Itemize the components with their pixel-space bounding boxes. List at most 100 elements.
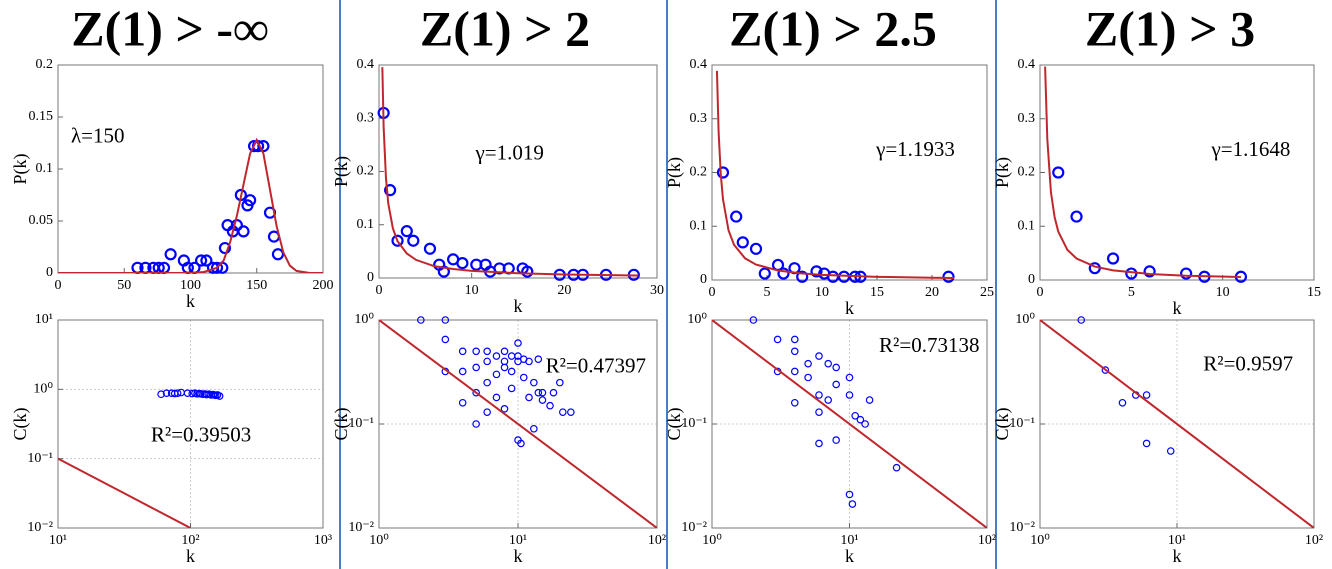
axes-box (378, 319, 658, 529)
data-point (483, 357, 491, 366)
x-tick-label: 0 (1037, 285, 1044, 300)
column-title: Z(1) > -∞ (71, 0, 268, 56)
data-point (519, 373, 528, 382)
data-point (824, 359, 833, 368)
data-point (472, 388, 480, 397)
data-point (790, 367, 799, 376)
x-axis-label: k (1173, 298, 1182, 318)
data-point (1077, 316, 1086, 324)
y-tick-label: 0.1 (690, 218, 708, 233)
y-axis-label: P(k) (992, 157, 1013, 188)
y-tick-label: 0.05 (29, 213, 54, 228)
data-point (804, 373, 812, 382)
data-point (514, 352, 522, 360)
x-tick-label: 100 (180, 278, 201, 293)
data-point (218, 241, 232, 255)
column-title: Z(1) > 2 (420, 0, 590, 56)
data-point (749, 242, 763, 255)
data-point (804, 359, 812, 368)
y-axis-label: C(k) (331, 408, 352, 441)
data-point (538, 388, 547, 397)
y-tick-label: 10⁻² (27, 520, 53, 535)
data-point (400, 225, 413, 238)
data-point (492, 352, 501, 360)
x-tick-label: 5 (1128, 285, 1135, 300)
data-point (525, 393, 533, 402)
data-point (472, 420, 480, 428)
column-title: Z(1) > 2.5 (729, 0, 937, 56)
x-tick-label: 10¹ (1168, 533, 1186, 548)
data-point (530, 378, 538, 387)
x-tick-label: 10 (1216, 285, 1230, 300)
y-tick-label: 0.1 (357, 217, 375, 232)
data-point (730, 210, 743, 223)
y-tick-label: 0.2 (357, 164, 375, 179)
x-tick-label: 200 (313, 278, 334, 293)
data-point (1118, 398, 1127, 407)
data-point (472, 347, 480, 356)
data-point (865, 396, 874, 404)
data-point (483, 347, 491, 356)
y-axis-label: C(k) (664, 408, 685, 441)
data-point (210, 261, 224, 274)
x-axis-label: k (514, 546, 523, 566)
x-tick-label: 10² (648, 533, 666, 548)
data-point (441, 316, 450, 324)
x-tick-label: 0 (709, 285, 716, 300)
fit-line (1040, 320, 1314, 528)
y-tick-label: 10⁻¹ (681, 416, 707, 431)
x-axis-label: k (845, 546, 854, 566)
data-point (458, 367, 467, 376)
axes-box (711, 64, 988, 281)
y-tick-label: 0 (1028, 272, 1035, 287)
axes-box (378, 64, 658, 279)
y-tick-label: 0.2 (690, 165, 708, 180)
y-tick-label: 10⁻² (348, 520, 374, 535)
data-point (558, 408, 567, 416)
annotation: R²=0.39503 (151, 422, 251, 446)
data-point (183, 389, 192, 397)
fit-line (1044, 66, 1241, 279)
y-tick-label: 0 (367, 270, 374, 285)
data-point (200, 254, 213, 267)
data-point (845, 373, 854, 382)
x-axis-label: k (845, 298, 854, 318)
y-tick-label: 10⁻¹ (348, 416, 374, 431)
data-point (856, 415, 865, 424)
y-tick-label: 10⁻¹ (1009, 416, 1035, 431)
x-axis-label: k (186, 546, 195, 566)
y-tick-label: 0 (700, 272, 707, 287)
data-point (790, 335, 799, 344)
x-tick-label: 10² (978, 533, 996, 548)
data-point (157, 390, 165, 399)
axes-box (1039, 319, 1315, 529)
fit-line (58, 137, 323, 273)
data-point (892, 463, 901, 472)
data-point (538, 396, 547, 404)
data-point (1106, 252, 1120, 265)
data-point (845, 490, 854, 499)
data-point (534, 355, 543, 363)
data-point (500, 347, 509, 356)
x-tick-label: 50 (117, 278, 131, 293)
data-point (773, 335, 782, 344)
data-point (517, 439, 525, 448)
x-tick-label: 20 (557, 283, 571, 298)
data-point (525, 357, 533, 366)
annotation: γ=1.1648 (1211, 137, 1291, 161)
x-tick-label: 25 (980, 285, 994, 300)
data-point (507, 384, 516, 393)
x-tick-label: 0 (55, 278, 62, 293)
x-axis-label: k (1173, 546, 1182, 566)
data-point (1101, 366, 1110, 374)
y-tick-label: 0.4 (1018, 57, 1036, 72)
data-point (861, 420, 869, 428)
data-point (441, 335, 450, 344)
x-tick-label: 10 (465, 283, 479, 298)
data-point (492, 393, 501, 402)
data-point (815, 408, 823, 416)
x-tick-label: 150 (246, 278, 267, 293)
data-point (483, 378, 491, 387)
data-point (164, 248, 177, 261)
